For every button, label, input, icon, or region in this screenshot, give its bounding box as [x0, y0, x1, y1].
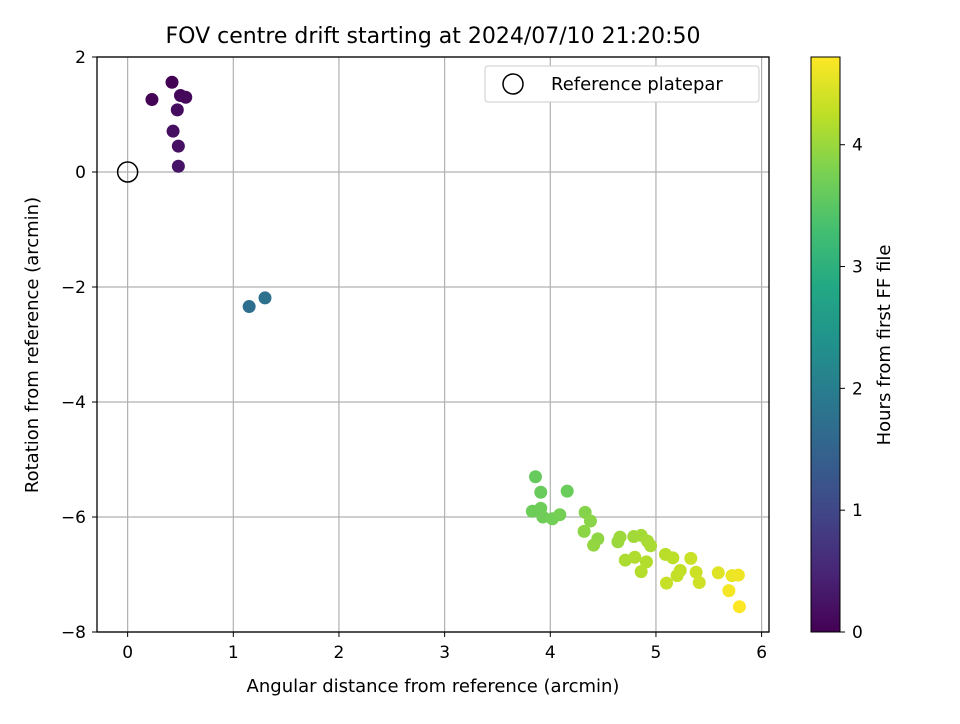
- y-axis-ticks: −8 −6 −4 −2 0 2: [61, 48, 97, 643]
- colorbar: 0 1 2 3 4 Hours from first FF file: [810, 56, 895, 643]
- data-point: [639, 555, 653, 569]
- legend-reference-label: Reference platepar: [551, 74, 723, 95]
- legend-box: [484, 65, 760, 103]
- data-point: [613, 530, 627, 544]
- colorbar-tick-label: 1: [852, 501, 863, 521]
- x-tick-label: 1: [228, 643, 239, 663]
- data-point: [587, 538, 601, 552]
- y-tick-label: 0: [75, 163, 86, 183]
- y-tick-label: −4: [61, 393, 86, 413]
- y-axis-label: Rotation from reference (arcmin): [22, 197, 43, 493]
- data-point: [692, 576, 706, 590]
- data-points: [145, 75, 746, 614]
- legend-reference-marker: [502, 73, 524, 95]
- y-tick-label: −8: [61, 623, 86, 643]
- data-point: [171, 139, 185, 153]
- reference-point: [116, 161, 139, 183]
- data-point: [165, 75, 179, 89]
- data-point: [577, 524, 591, 538]
- data-point: [722, 584, 736, 598]
- data-point: [179, 90, 193, 104]
- x-tick-label: 0: [122, 643, 133, 663]
- data-point: [553, 508, 567, 522]
- data-point: [528, 470, 542, 484]
- data-point: [660, 576, 674, 590]
- data-point: [634, 565, 648, 579]
- data-point: [732, 600, 746, 614]
- y-tick-label: −2: [61, 278, 86, 298]
- chart-title: FOV centre drift starting at 2024/07/10 …: [166, 24, 701, 49]
- data-point: [583, 514, 597, 528]
- data-point: [689, 565, 703, 579]
- colorbar-gradient: [810, 56, 841, 633]
- data-point: [666, 551, 680, 565]
- colorbar-tick-label: 4: [852, 136, 863, 156]
- x-tick-label: 3: [439, 643, 450, 663]
- x-tick-label: 4: [545, 643, 556, 663]
- data-point: [628, 550, 642, 564]
- data-point: [534, 485, 548, 499]
- data-point: [171, 159, 185, 173]
- data-point: [711, 566, 725, 580]
- data-point: [560, 484, 574, 498]
- data-point: [242, 300, 256, 314]
- data-point: [145, 93, 159, 107]
- colorbar-tick-label: 2: [852, 379, 863, 399]
- y-tick-label: 2: [75, 48, 86, 68]
- colorbar-label: Hours from first FF file: [874, 245, 895, 446]
- x-axis-ticks: 0 1 2 3 4 5 6: [122, 632, 767, 663]
- y-tick-label: −6: [61, 508, 86, 528]
- colorbar-tick-label: 3: [852, 258, 863, 278]
- plot-frame: [96, 56, 770, 633]
- legend: Reference platepar: [484, 65, 760, 103]
- data-point: [670, 569, 684, 583]
- x-tick-label: 6: [756, 643, 767, 663]
- x-axis-label: Angular distance from reference (arcmin): [247, 676, 620, 697]
- data-point: [731, 568, 745, 582]
- data-point: [170, 103, 184, 117]
- colorbar-tick-label: 0: [852, 623, 863, 643]
- data-point: [166, 124, 180, 138]
- data-point: [258, 291, 272, 305]
- colorbar-ticks: 0 1 2 3 4: [840, 136, 863, 643]
- data-point: [684, 551, 698, 565]
- x-tick-label: 5: [651, 643, 662, 663]
- plot-area: 0 1 2 3 4 5 6 −8 −6 −4 −2 0 2: [61, 48, 770, 663]
- data-point: [644, 539, 658, 553]
- x-tick-label: 2: [334, 643, 345, 663]
- reference-marker: [116, 161, 139, 183]
- plot-background: [97, 57, 769, 632]
